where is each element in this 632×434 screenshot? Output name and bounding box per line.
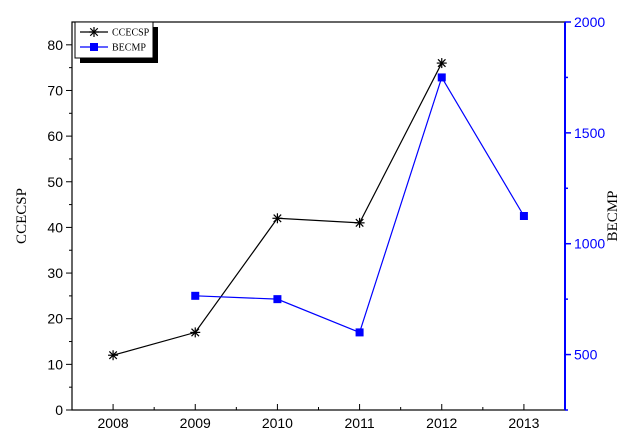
series-line-ccecsp (112, 62, 443, 356)
data-point-ccecsp (354, 217, 365, 228)
series-line-becmp (195, 75, 525, 334)
y-right-tick-label: 500 (574, 347, 598, 363)
data-point-becmp (273, 295, 282, 304)
data-point-becmp (437, 73, 446, 82)
y-left-tick-label: 20 (47, 311, 63, 327)
y-right-tick-label: 1500 (574, 125, 605, 141)
y-axis-left-title: CCECSP (14, 188, 30, 244)
x-tick-label: 2008 (98, 415, 129, 431)
data-point-ccecsp (190, 327, 201, 338)
series-layer (108, 58, 528, 361)
data-point-becmp (191, 291, 200, 300)
y-left-tick-label: 40 (47, 219, 63, 235)
y-right-tick-label: 2000 (574, 14, 605, 30)
y-right-tick-label: 1000 (574, 236, 605, 252)
x-tick-label: 2011 (345, 415, 375, 431)
y-left-tick-label: 50 (47, 174, 63, 190)
plot-frame (71, 21, 566, 411)
legend-marker-becmp (90, 43, 98, 51)
legend-label-becmp: BECMP (112, 43, 146, 54)
legend: CCECSP BECMP (74, 21, 158, 63)
y-left-tick-label: 60 (47, 128, 63, 144)
x-tick-label: 2012 (426, 415, 457, 431)
data-point-ccecsp (272, 213, 283, 224)
x-tick-label: 2009 (180, 415, 211, 431)
data-point-becmp (355, 328, 364, 337)
legend-box (74, 21, 154, 59)
data-point-ccecsp (108, 350, 119, 361)
legend-label-ccecsp: CCECSP (112, 28, 150, 39)
x-tick-label: 2013 (508, 415, 539, 431)
data-point-becmp (519, 212, 528, 220)
y-axis-right-title: BECMP (605, 191, 621, 242)
y-left-tick-label: 30 (47, 265, 63, 281)
y-left-tick-label: 10 (47, 356, 63, 372)
y-left-tick-label: 0 (55, 402, 63, 418)
y-left-tick-label: 80 (47, 37, 63, 53)
data-point-ccecsp (436, 58, 447, 69)
ticks-layer: 2008 2009 2010 2011 2012 2013 0 10 20 30 40 50 60 70 8… (47, 14, 605, 431)
x-tick-label: 2010 (262, 415, 293, 431)
legend-marker-ccecsp (89, 27, 99, 37)
y-left-tick-label: 70 (47, 82, 63, 98)
